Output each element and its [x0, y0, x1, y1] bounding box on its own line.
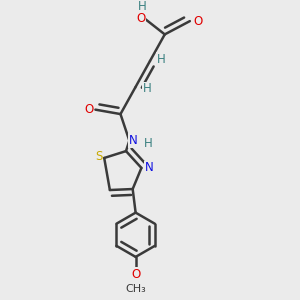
Text: O: O [131, 268, 140, 281]
Text: N: N [128, 134, 137, 147]
Text: N: N [145, 161, 154, 174]
Text: O: O [136, 12, 145, 25]
Text: H: H [144, 137, 153, 150]
Text: CH₃: CH₃ [125, 284, 146, 294]
Text: H: H [138, 0, 147, 14]
Text: O: O [84, 103, 94, 116]
Text: H: H [157, 53, 166, 66]
Text: S: S [95, 150, 103, 163]
Text: H: H [143, 82, 152, 95]
Text: O: O [194, 15, 203, 28]
